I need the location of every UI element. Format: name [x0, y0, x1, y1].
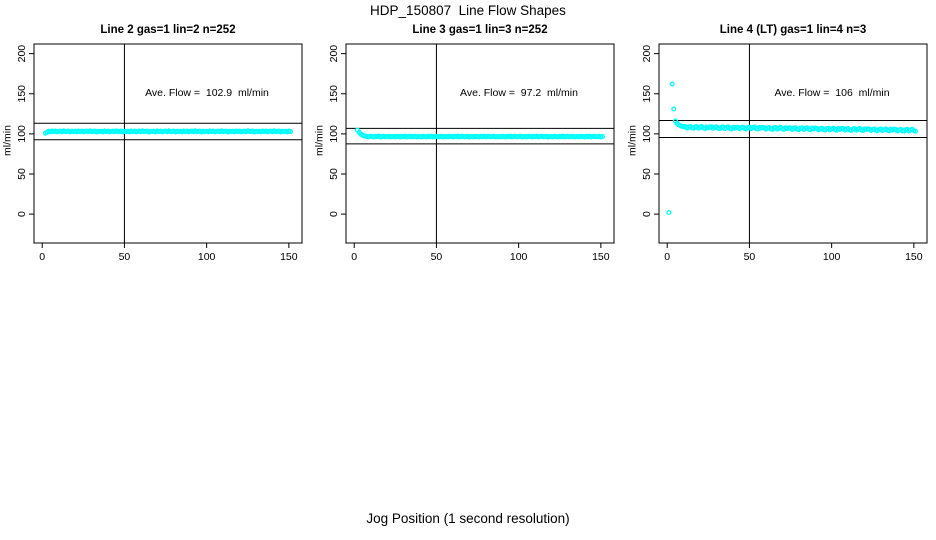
- panel-1-title: Line 2 gas=1 lin=2 n=252: [100, 24, 236, 36]
- svg-text:50: 50: [431, 251, 443, 263]
- svg-text:200: 200: [641, 45, 653, 63]
- svg-text:0: 0: [16, 211, 28, 217]
- panel-2-y-axis-label: ml/min: [313, 125, 326, 156]
- svg-text:100: 100: [823, 251, 841, 263]
- panel-2-title: Line 3 gas=1 lin=3 n=252: [412, 24, 548, 36]
- panel-3-title: Line 4 (LT) gas=1 lin=4 n=3: [719, 24, 867, 36]
- svg-text:150: 150: [905, 251, 923, 263]
- panel-3-y-axis-label: ml/min: [626, 125, 639, 156]
- svg-text:0: 0: [351, 251, 357, 263]
- svg-text:200: 200: [328, 45, 340, 63]
- svg-text:200: 200: [16, 45, 28, 63]
- svg-text:150: 150: [16, 85, 28, 103]
- svg-text:0: 0: [39, 251, 45, 263]
- svg-text:100: 100: [328, 125, 340, 143]
- svg-text:50: 50: [16, 168, 28, 180]
- panel-3-ave-flow-annotation: Ave. Flow = 106 ml/min: [774, 87, 890, 99]
- panel-1-ave-flow-annotation: Ave. Flow = 102.9 ml/min: [145, 87, 269, 99]
- panel-2-ave-flow-annotation: Ave. Flow = 97.2 ml/min: [460, 87, 578, 99]
- svg-text:0: 0: [664, 251, 670, 263]
- svg-text:100: 100: [510, 251, 528, 263]
- svg-text:100: 100: [198, 251, 216, 263]
- svg-text:50: 50: [328, 168, 340, 180]
- panel-1-y-axis-label: ml/min: [1, 125, 14, 156]
- svg-text:0: 0: [328, 211, 340, 217]
- svg-text:0: 0: [641, 211, 653, 217]
- svg-text:50: 50: [744, 251, 756, 263]
- svg-text:50: 50: [119, 251, 131, 263]
- svg-text:150: 150: [641, 85, 653, 103]
- svg-text:150: 150: [280, 251, 298, 263]
- svg-text:100: 100: [641, 125, 653, 143]
- figure-title: HDP_150807 Line Flow Shapes: [370, 3, 566, 18]
- svg-text:150: 150: [592, 251, 610, 263]
- svg-text:100: 100: [16, 125, 28, 143]
- x-axis-label: Jog Position (1 second resolution): [366, 511, 570, 526]
- svg-text:50: 50: [641, 168, 653, 180]
- svg-text:150: 150: [328, 85, 340, 103]
